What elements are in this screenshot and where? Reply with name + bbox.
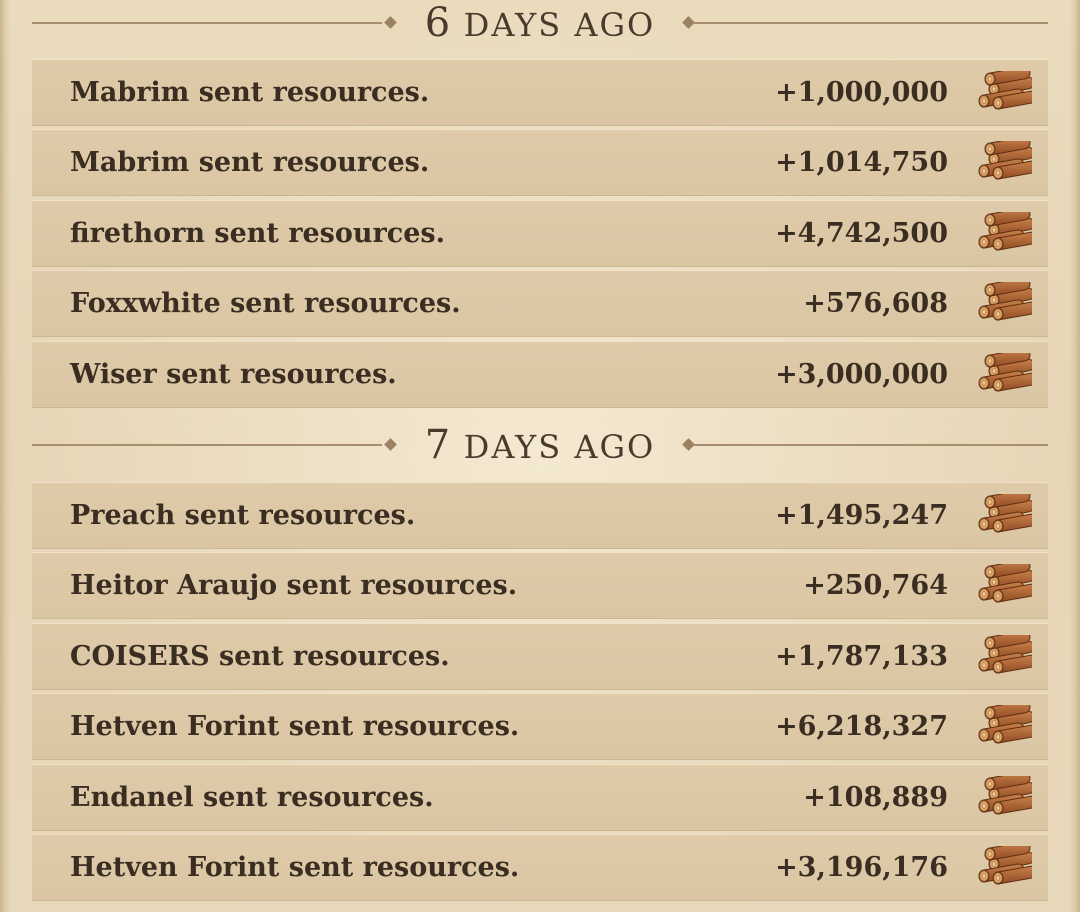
entry-amount: +108,889 — [803, 782, 948, 813]
wood-logs-icon — [976, 635, 1032, 677]
divider-line-left — [32, 22, 382, 24]
day-divider-6: 6 DAYS AGO — [32, 0, 1048, 46]
entry-amount: +576,608 — [803, 288, 948, 319]
resource-entry-row[interactable]: Foxxwhite sent resources. +576,608 — [32, 270, 1048, 337]
divider-diamond-icon — [384, 438, 397, 451]
divider-diamond-icon — [682, 438, 695, 451]
entry-message: Heitor Araujo sent resources. — [70, 570, 518, 601]
wood-logs-icon — [976, 282, 1032, 324]
wood-logs-icon — [976, 776, 1032, 818]
resource-entry-row[interactable]: COISERS sent resources. +1,787,133 — [32, 623, 1048, 690]
wood-logs-icon — [976, 212, 1032, 254]
wood-logs-icon — [976, 564, 1032, 606]
day-label: DAYS AGO — [463, 428, 656, 466]
entry-message: COISERS sent resources. — [70, 641, 450, 672]
resource-entry-row[interactable]: Hetven Forint sent resources. +6,218,327 — [32, 693, 1048, 760]
entry-message: Endanel sent resources. — [70, 782, 434, 813]
wood-logs-icon — [976, 353, 1032, 395]
resource-entry-row[interactable]: Hetven Forint sent resources. +3,196,176 — [32, 834, 1048, 901]
wood-logs-icon — [976, 71, 1032, 113]
entry-amount: +6,218,327 — [775, 711, 948, 742]
parchment-edge-left — [0, 0, 10, 912]
entry-message: Mabrim sent resources. — [70, 147, 430, 178]
entry-amount: +1,014,750 — [775, 147, 948, 178]
entry-message: Hetven Forint sent resources. — [70, 852, 520, 883]
wood-logs-icon — [976, 846, 1032, 888]
entry-message: Hetven Forint sent resources. — [70, 711, 520, 742]
resource-entry-row[interactable]: Endanel sent resources. +108,889 — [32, 764, 1048, 831]
resource-entry-row[interactable]: Heitor Araujo sent resources. +250,764 — [32, 552, 1048, 619]
day-divider-7: 7 DAYS AGO — [32, 422, 1048, 468]
parchment-edge-right — [1070, 0, 1080, 912]
resource-entry-row[interactable]: Preach sent resources. +1,495,247 — [32, 482, 1048, 549]
entry-message: firethorn sent resources. — [70, 218, 445, 249]
resource-entry-row[interactable]: firethorn sent resources. +4,742,500 — [32, 200, 1048, 267]
divider-line-left — [32, 444, 382, 446]
divider-line-right — [694, 444, 1048, 446]
wood-logs-icon — [976, 705, 1032, 747]
entry-amount: +1,000,000 — [775, 77, 948, 108]
entry-amount: +1,495,247 — [775, 500, 948, 531]
wood-logs-icon — [976, 141, 1032, 183]
day-label: DAYS AGO — [463, 6, 656, 44]
entry-amount: +3,000,000 — [775, 359, 948, 390]
entry-amount: +4,742,500 — [775, 218, 948, 249]
entry-message: Wiser sent resources. — [70, 359, 397, 390]
entry-message: Mabrim sent resources. — [70, 77, 430, 108]
wood-logs-icon — [976, 494, 1032, 536]
entry-amount: +250,764 — [803, 570, 948, 601]
entry-message: Foxxwhite sent resources. — [70, 288, 461, 319]
day-divider-title: 6 DAYS AGO — [400, 0, 680, 48]
day-count: 7 — [424, 422, 452, 468]
divider-diamond-icon — [682, 16, 695, 29]
divider-line-right — [694, 22, 1048, 24]
entry-amount: +1,787,133 — [775, 641, 948, 672]
resource-entry-row[interactable]: Wiser sent resources. +3,000,000 — [32, 341, 1048, 408]
resource-entry-row[interactable]: Mabrim sent resources. +1,014,750 — [32, 129, 1048, 196]
day-divider-title: 7 DAYS AGO — [400, 422, 680, 470]
resource-entry-row[interactable]: Mabrim sent resources. +1,000,000 — [32, 59, 1048, 126]
entry-amount: +3,196,176 — [775, 852, 948, 883]
day-count: 6 — [424, 0, 452, 46]
entry-message: Preach sent resources. — [70, 500, 416, 531]
divider-diamond-icon — [384, 16, 397, 29]
